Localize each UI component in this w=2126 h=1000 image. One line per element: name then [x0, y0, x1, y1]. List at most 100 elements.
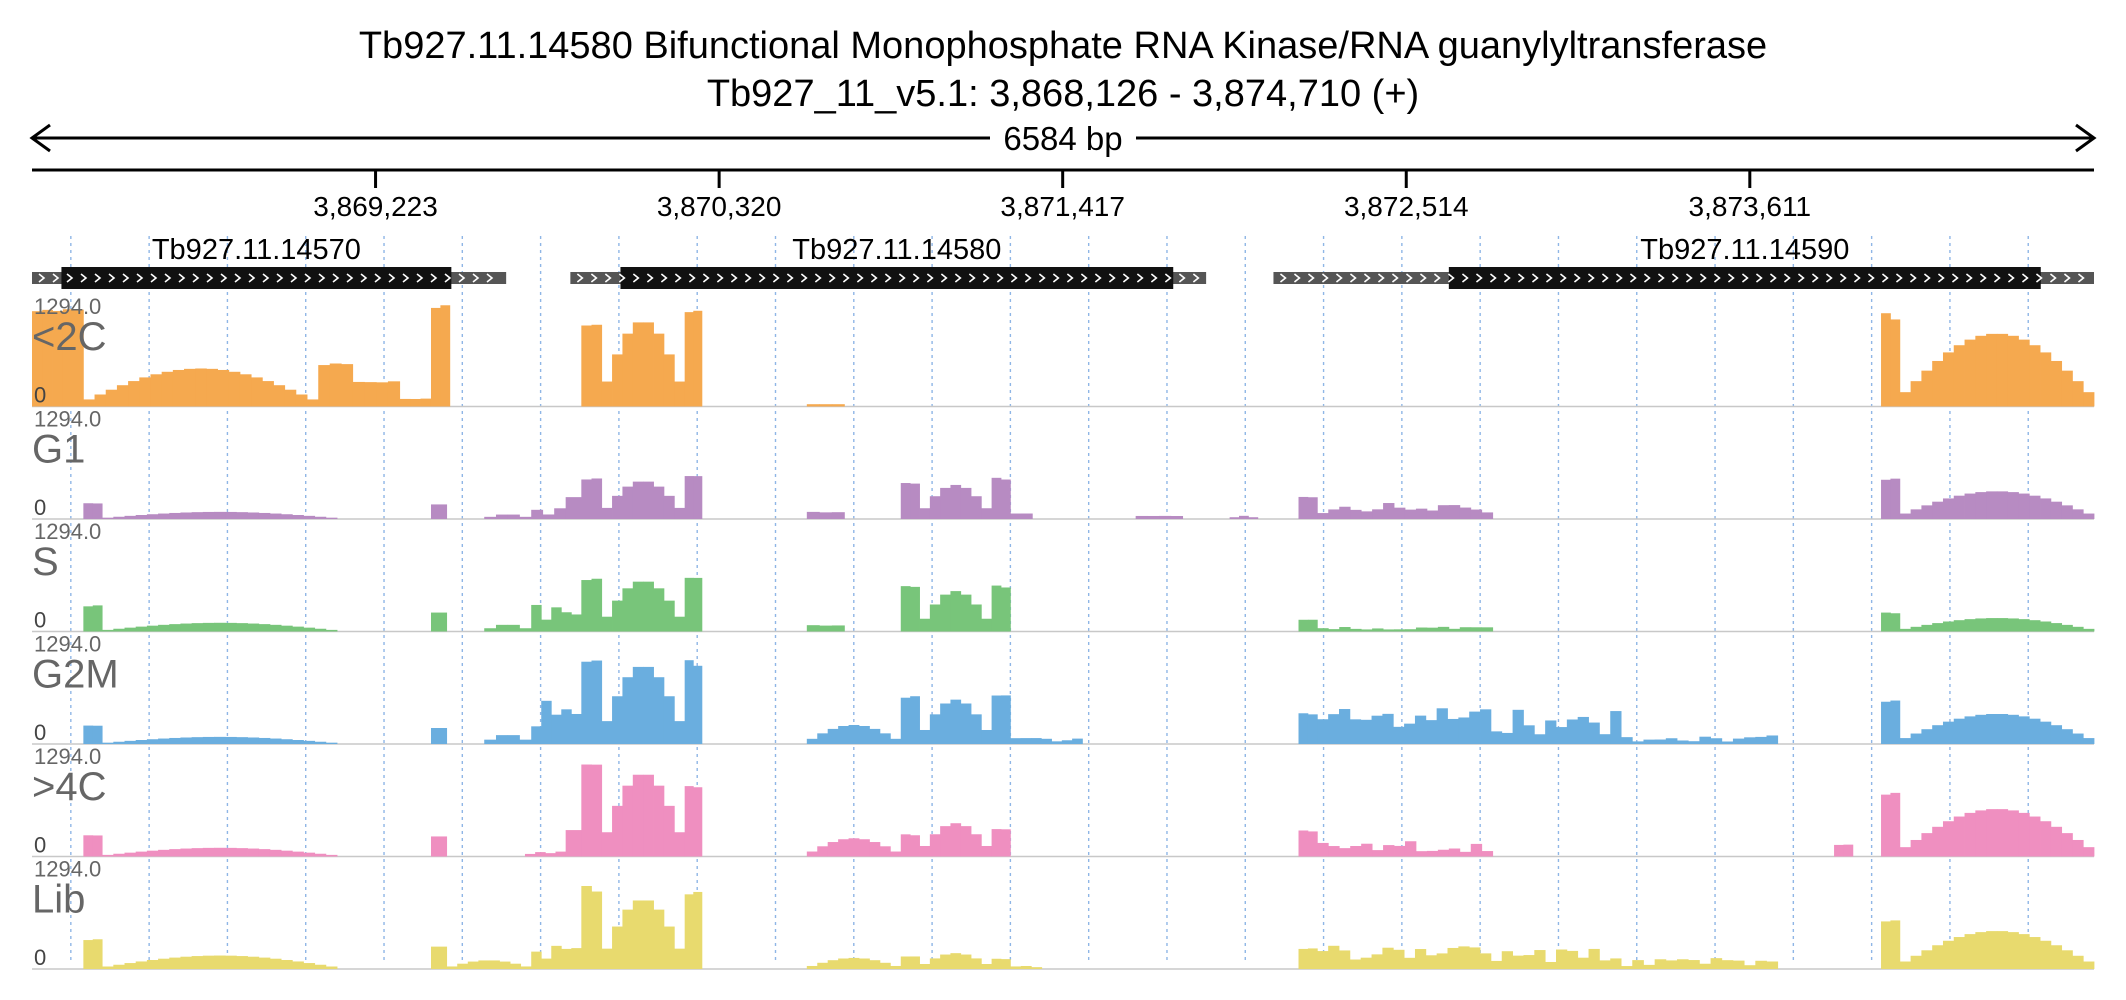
coverage-bar — [352, 381, 365, 407]
coverage-bar — [202, 955, 215, 969]
coverage-bar — [1881, 921, 1891, 969]
strand-chevron-icon — [1377, 273, 1385, 283]
coverage-bar — [1469, 947, 1481, 969]
coverage-bar — [571, 614, 582, 632]
coverage-bar — [612, 354, 623, 407]
coverage-bar — [1899, 392, 1912, 407]
coverage-bar — [1975, 932, 1987, 969]
strand-chevron-icon — [1769, 273, 1777, 283]
coverage-bar — [1523, 725, 1535, 744]
coverage-bar — [1447, 947, 1459, 969]
coverage-bar — [2029, 937, 2041, 969]
coverage-bar — [2029, 718, 2041, 744]
coverage-bar — [555, 851, 567, 857]
strand-chevron-icon — [318, 273, 326, 283]
coverage-bar — [1328, 945, 1340, 969]
strand-chevron-icon — [1391, 273, 1399, 283]
coverage-bar — [2018, 716, 2030, 744]
coverage-bar — [269, 624, 282, 632]
coverage-bar — [1910, 626, 1922, 632]
coverage-bar — [1426, 850, 1439, 857]
coverage-bar — [1317, 719, 1329, 744]
coverage-bar — [653, 333, 665, 407]
coverage-bar — [960, 703, 972, 744]
coverage-bar — [499, 961, 511, 969]
coverage-bar — [507, 624, 520, 632]
coverage-bar — [169, 624, 181, 632]
coverage-bar — [551, 607, 562, 632]
coverage-bar — [622, 486, 634, 519]
coverage-bar — [1555, 727, 1568, 744]
coverage-bar — [1953, 495, 1965, 519]
coverage-bar — [900, 586, 911, 632]
coverage-bar — [284, 389, 297, 407]
coverage-bar — [258, 624, 271, 632]
strand-chevron-icon — [1307, 273, 1315, 283]
track-max-label: 1294.0 — [34, 632, 101, 657]
strand-chevron-icon — [1080, 273, 1088, 283]
coverage-bar — [169, 849, 181, 857]
coverage-bar — [2083, 738, 2095, 744]
coverage-bar — [113, 516, 125, 519]
coverage-bar — [632, 900, 644, 969]
coverage-bar — [325, 854, 338, 857]
coverage-bar — [387, 381, 401, 407]
coverage-bar — [1010, 966, 1022, 969]
coverage-bar — [184, 368, 196, 407]
coverage-bar — [2050, 826, 2063, 857]
strand-chevron-icon — [1335, 273, 1343, 283]
coverage-bar — [495, 735, 509, 744]
strand-chevron-icon — [646, 273, 654, 283]
coverage-bar — [1501, 951, 1513, 969]
coverage-bar — [292, 961, 304, 969]
coverage-bar — [2007, 714, 2019, 744]
strand-chevron-icon — [1867, 273, 1875, 283]
coverage-bar — [919, 618, 931, 632]
strand-chevron-icon — [800, 273, 808, 283]
coverage-bar — [531, 604, 542, 632]
coverage-bar — [225, 736, 237, 744]
coverage-bar — [542, 514, 555, 519]
coverage-bar — [806, 404, 820, 407]
coverage-bar — [531, 509, 544, 519]
coverage-bar — [1307, 714, 1318, 744]
coverage-bar — [1349, 719, 1362, 744]
coverage-bar — [1899, 513, 1912, 519]
coverage-bar — [236, 737, 248, 744]
coverage-bar — [950, 699, 962, 744]
coverage-bar — [1996, 809, 2009, 857]
coverage-bar — [554, 508, 567, 519]
strand-chevron-icon — [786, 273, 794, 283]
strand-chevron-icon — [332, 273, 340, 283]
coverage-bar — [1021, 513, 1033, 519]
coverage-bar — [551, 945, 562, 969]
strand-chevron-icon — [1178, 273, 1186, 283]
coverage-bar — [158, 624, 170, 632]
coverage-bar — [1170, 516, 1184, 519]
coverage-bar — [1307, 831, 1318, 857]
coverage-bar — [1350, 845, 1362, 857]
coverage-bar — [960, 954, 972, 969]
strand-chevron-icon — [1405, 273, 1413, 283]
strand-chevron-icon — [926, 273, 934, 283]
coverage-bar — [83, 606, 94, 632]
coverage-bar — [1339, 709, 1351, 744]
strand-chevron-icon — [618, 273, 626, 283]
strand-chevron-icon — [716, 273, 724, 283]
coverage-bar — [1921, 729, 1933, 744]
coverage-bar — [879, 846, 891, 857]
coverage-bar — [1910, 381, 1922, 407]
strand-chevron-icon — [1545, 273, 1553, 283]
strand-chevron-icon — [604, 273, 612, 283]
coverage-bar — [2083, 392, 2095, 407]
coverage-bar — [2083, 847, 2095, 857]
strand-chevron-icon — [884, 273, 892, 283]
coverage-bar — [236, 512, 248, 519]
coverage-bar — [591, 478, 603, 519]
gridlines — [70, 236, 2029, 962]
coverage-bar — [307, 399, 319, 407]
strand-chevron-icon — [1615, 273, 1623, 283]
coverage-bar — [817, 846, 829, 857]
coverage-bar — [484, 516, 497, 519]
coverage-bar — [92, 725, 103, 744]
